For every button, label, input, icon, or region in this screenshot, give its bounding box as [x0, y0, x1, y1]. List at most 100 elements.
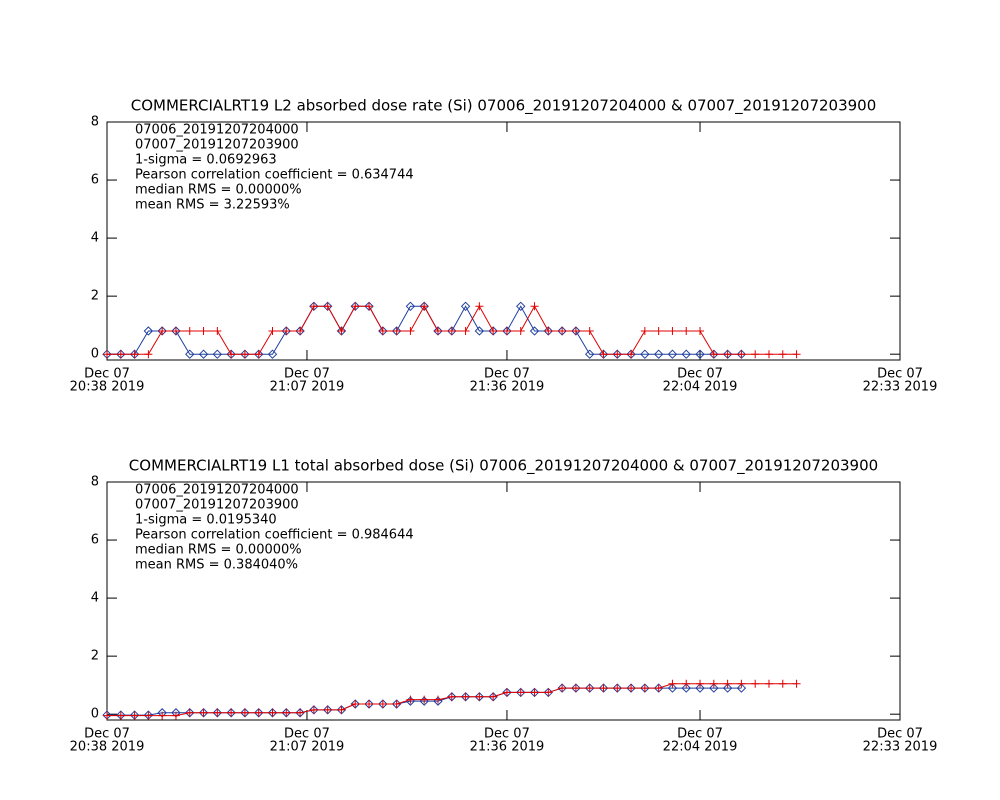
y-tick-label: 2 — [91, 649, 99, 664]
plot-frame — [106, 481, 901, 721]
marker — [778, 350, 787, 359]
x-tick-label: 21:07 2019 — [270, 740, 345, 755]
marker — [392, 700, 401, 709]
marker — [667, 349, 678, 359]
x-tick-label: 21:07 2019 — [270, 380, 345, 395]
x-tick-label: 21:36 2019 — [470, 740, 545, 755]
marker — [420, 302, 429, 311]
chart-title: COMMERCIALRT19 L2 absorbed dose rate (Si… — [131, 97, 877, 116]
x-tick-label: Dec 07 — [284, 727, 330, 742]
marker — [461, 326, 470, 335]
marker — [378, 326, 387, 335]
marker — [475, 302, 484, 311]
marker — [695, 683, 705, 693]
marker — [267, 708, 278, 718]
marker — [544, 688, 553, 697]
marker — [433, 326, 442, 335]
x-tick-label: Dec 07 — [284, 367, 330, 382]
marker — [419, 301, 429, 312]
marker — [433, 326, 443, 336]
marker — [364, 301, 374, 312]
legend-entry: 07007_20191207203900 — [135, 138, 299, 153]
marker — [530, 688, 539, 697]
marker — [227, 350, 236, 359]
marker — [267, 349, 278, 359]
marker — [171, 326, 180, 335]
marker — [116, 350, 125, 359]
marker — [322, 301, 333, 312]
marker — [722, 683, 733, 693]
marker — [198, 708, 209, 718]
marker — [268, 326, 277, 335]
marker — [268, 708, 277, 717]
x-tick-label: Dec 07 — [677, 367, 723, 382]
marker — [281, 708, 291, 718]
marker — [529, 326, 540, 336]
marker — [571, 326, 580, 335]
marker — [365, 302, 374, 311]
marker — [571, 684, 580, 693]
marker — [474, 326, 485, 336]
marker — [198, 349, 209, 359]
annotation: median RMS = 0.00000% — [135, 543, 302, 558]
marker — [709, 679, 718, 688]
y-tick-label: 8 — [91, 475, 99, 490]
x-tick-label: Dec 07 — [84, 367, 130, 382]
x-tick-label: 20:38 2019 — [70, 740, 145, 755]
marker — [336, 326, 347, 336]
marker — [599, 684, 608, 693]
marker — [489, 692, 498, 701]
marker — [185, 326, 194, 335]
marker — [212, 708, 223, 718]
marker — [213, 708, 222, 717]
marker — [723, 679, 732, 688]
legend-entry: 07006_20191207204000 — [135, 123, 299, 138]
marker — [640, 684, 649, 693]
marker — [295, 326, 305, 336]
x-tick-label: 22:33 2019 — [863, 740, 938, 755]
marker — [447, 326, 457, 336]
marker — [709, 350, 718, 359]
plot-frame — [106, 121, 901, 361]
marker — [199, 326, 208, 335]
marker — [213, 326, 222, 335]
marker — [240, 708, 250, 718]
marker — [240, 708, 249, 717]
marker — [627, 684, 636, 693]
marker — [199, 708, 208, 717]
marker — [171, 711, 180, 720]
marker — [240, 350, 249, 359]
marker — [212, 349, 223, 359]
marker — [337, 705, 346, 714]
marker — [682, 679, 691, 688]
x-tick-label: Dec 07 — [484, 727, 530, 742]
marker — [599, 350, 608, 359]
marker — [378, 326, 388, 336]
marker — [585, 326, 594, 335]
marker — [378, 699, 388, 709]
marker — [391, 326, 402, 336]
marker — [254, 708, 263, 717]
marker — [460, 692, 471, 702]
marker — [681, 349, 691, 359]
marker — [323, 302, 332, 311]
marker — [392, 326, 401, 335]
marker — [351, 700, 360, 709]
annotation: mean RMS = 3.22593% — [135, 198, 290, 213]
annotation: median RMS = 0.00000% — [135, 183, 302, 198]
marker — [309, 705, 318, 714]
y-tick-label: 0 — [91, 347, 99, 362]
marker — [130, 350, 139, 359]
annotation: mean RMS = 0.384040% — [135, 558, 298, 573]
x-tick-label: 22:04 2019 — [663, 380, 738, 395]
marker — [130, 711, 139, 720]
marker — [447, 326, 456, 335]
marker — [516, 688, 525, 697]
marker — [460, 301, 471, 312]
y-tick-label: 4 — [91, 231, 99, 246]
marker — [764, 350, 773, 359]
marker — [654, 326, 663, 335]
marker — [158, 711, 167, 720]
marker — [296, 708, 305, 717]
